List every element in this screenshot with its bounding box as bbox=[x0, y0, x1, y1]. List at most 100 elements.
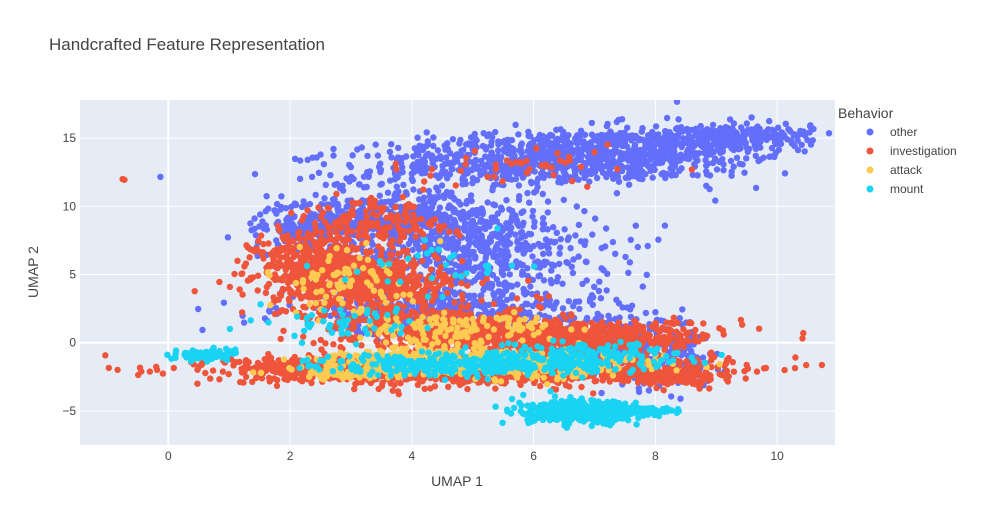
point-other bbox=[240, 319, 248, 326]
point-investigation bbox=[320, 281, 327, 288]
point-other bbox=[278, 193, 285, 200]
point-other bbox=[492, 128, 499, 136]
point-other bbox=[372, 141, 379, 148]
point-other bbox=[409, 246, 416, 254]
point-other bbox=[618, 116, 626, 123]
point-other bbox=[644, 158, 652, 165]
point-other bbox=[782, 120, 789, 128]
point-other bbox=[430, 142, 437, 150]
point-other bbox=[668, 159, 675, 166]
point-other bbox=[642, 309, 650, 317]
point-other bbox=[526, 140, 534, 148]
point-investigation bbox=[458, 280, 465, 287]
point-other bbox=[562, 149, 569, 156]
point-other bbox=[727, 157, 735, 165]
point-investigation bbox=[347, 256, 354, 264]
point-other bbox=[350, 175, 357, 183]
point-other bbox=[419, 210, 426, 217]
point-other bbox=[449, 136, 457, 143]
point-other bbox=[665, 155, 672, 162]
point-other bbox=[489, 250, 496, 257]
point-other bbox=[749, 137, 756, 144]
point-other bbox=[457, 201, 464, 208]
point-other bbox=[575, 298, 583, 305]
point-other bbox=[733, 137, 741, 144]
point-other bbox=[683, 155, 691, 162]
point-other bbox=[527, 133, 534, 140]
point-other bbox=[630, 167, 637, 175]
point-other bbox=[495, 138, 502, 145]
point-other bbox=[752, 145, 760, 152]
point-investigation bbox=[310, 261, 317, 268]
point-other bbox=[327, 212, 335, 219]
point-investigation bbox=[280, 274, 287, 281]
point-other bbox=[578, 152, 586, 159]
point-other bbox=[547, 131, 554, 139]
point-other bbox=[677, 395, 684, 402]
point-other bbox=[575, 176, 582, 183]
point-other bbox=[424, 141, 432, 148]
point-other bbox=[283, 218, 291, 225]
point-other bbox=[606, 316, 614, 323]
point-other bbox=[455, 210, 462, 217]
point-other bbox=[724, 128, 732, 135]
point-investigation bbox=[300, 254, 307, 261]
point-other bbox=[604, 159, 612, 167]
point-other bbox=[597, 295, 605, 302]
point-other bbox=[714, 142, 721, 150]
point-investigation bbox=[271, 310, 279, 318]
point-other bbox=[460, 224, 467, 232]
point-other bbox=[559, 280, 566, 287]
point-other bbox=[697, 122, 704, 130]
point-investigation bbox=[370, 259, 377, 267]
point-other bbox=[297, 157, 304, 164]
point-other bbox=[766, 117, 773, 125]
point-other bbox=[749, 132, 756, 140]
point-other bbox=[559, 132, 567, 139]
point-investigation bbox=[405, 276, 412, 283]
point-investigation bbox=[399, 259, 406, 266]
point-other bbox=[825, 130, 833, 137]
point-other bbox=[556, 250, 563, 257]
point-other bbox=[567, 244, 574, 252]
point-other bbox=[605, 150, 612, 157]
point-other bbox=[343, 203, 350, 211]
point-other bbox=[336, 185, 344, 192]
point-other bbox=[677, 142, 685, 149]
point-other bbox=[645, 387, 653, 394]
point-other bbox=[669, 143, 677, 150]
point-other bbox=[689, 171, 696, 178]
point-other bbox=[157, 173, 164, 181]
point-other bbox=[531, 168, 538, 175]
point-other bbox=[559, 305, 567, 312]
point-other bbox=[493, 276, 500, 283]
point-other bbox=[528, 180, 535, 187]
point-other bbox=[521, 291, 529, 298]
point-other bbox=[777, 135, 785, 142]
point-investigation bbox=[216, 376, 223, 383]
point-other bbox=[613, 190, 621, 197]
point-other bbox=[612, 141, 619, 149]
point-other bbox=[384, 189, 392, 196]
point-other bbox=[771, 153, 778, 161]
point-other bbox=[619, 138, 627, 146]
point-other bbox=[271, 207, 278, 214]
point-other bbox=[529, 253, 536, 260]
point-other bbox=[553, 126, 560, 133]
point-investigation bbox=[306, 248, 314, 255]
point-other bbox=[463, 141, 470, 148]
point-other bbox=[513, 167, 520, 175]
point-other bbox=[486, 131, 493, 138]
point-other bbox=[752, 152, 759, 159]
point-other bbox=[539, 155, 546, 162]
point-other bbox=[768, 144, 776, 152]
point-other bbox=[298, 203, 306, 211]
point-investigation bbox=[377, 304, 385, 312]
point-other bbox=[583, 277, 590, 284]
point-investigation bbox=[458, 303, 465, 310]
point-other bbox=[652, 309, 659, 316]
point-other bbox=[509, 292, 516, 299]
point-other bbox=[354, 146, 361, 153]
point-investigation bbox=[398, 267, 405, 274]
point-other bbox=[452, 291, 459, 298]
